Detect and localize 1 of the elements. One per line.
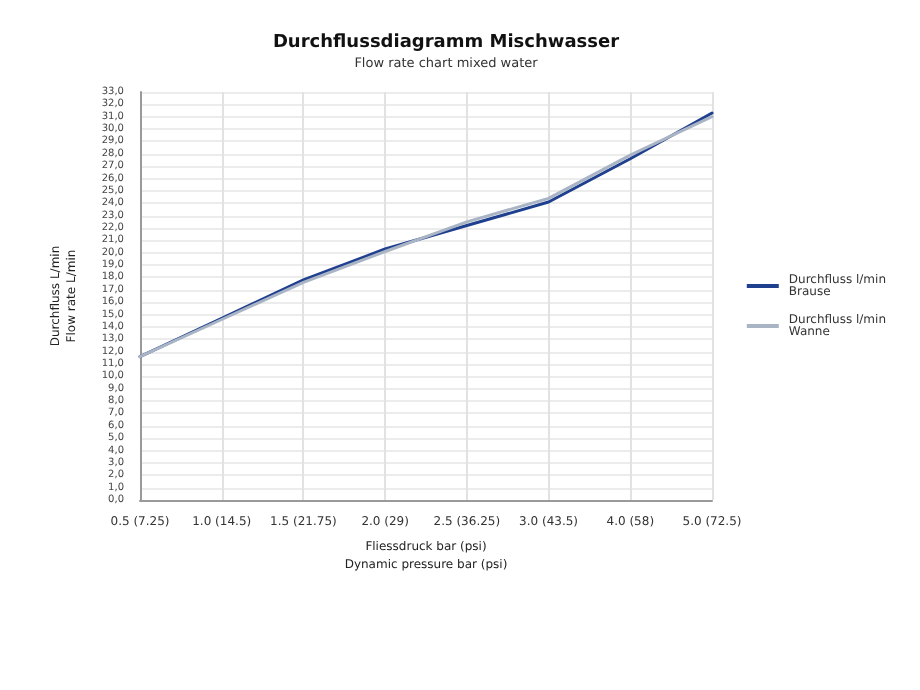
chart-title: Durchflussdiagramm Mischwasser [272,33,621,53]
